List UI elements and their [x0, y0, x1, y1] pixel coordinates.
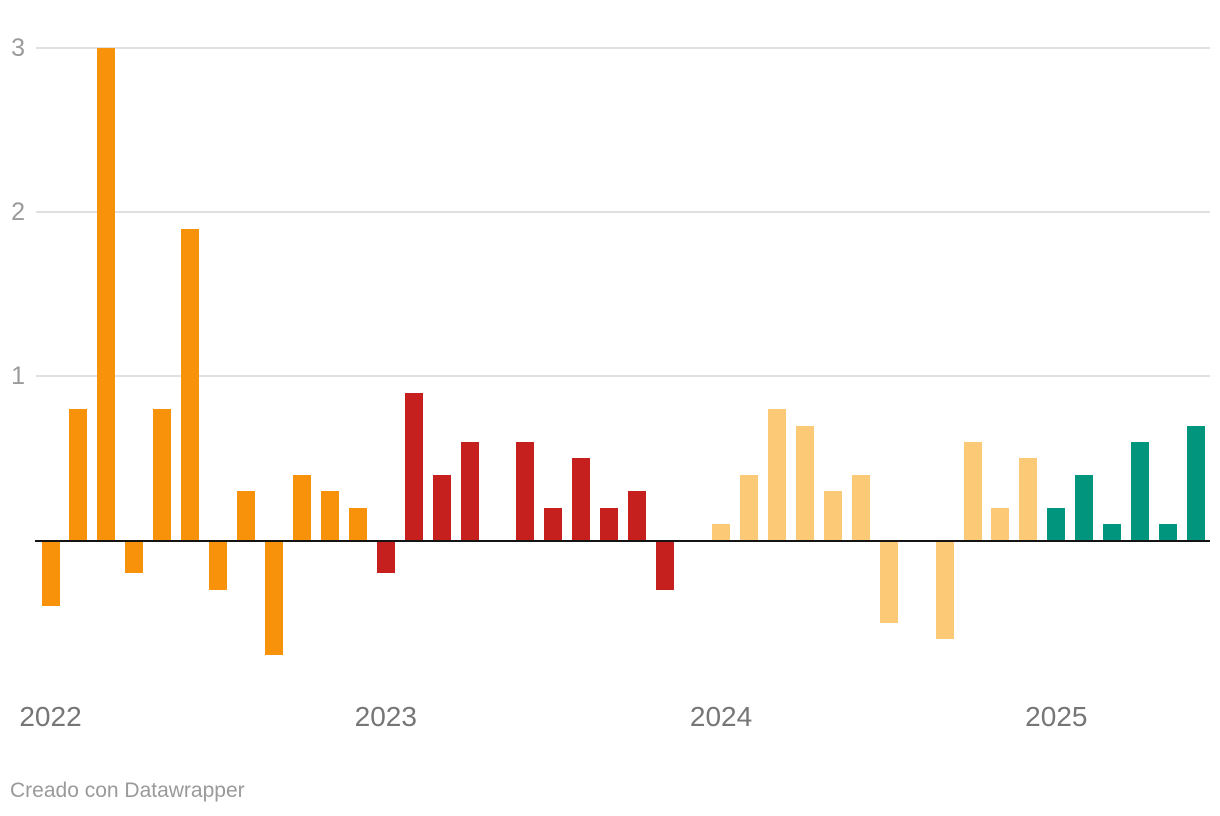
bar-2023-m9 — [600, 507, 619, 541]
datawrapper-credit-link[interactable]: Creado con Datawrapper — [10, 779, 245, 802]
bar-2024-m3 — [767, 409, 786, 541]
gridline-y-1 — [36, 375, 1210, 378]
bar-2023-m3 — [432, 474, 451, 541]
bar-2024-m1 — [712, 524, 731, 541]
bar-2023-m2 — [404, 392, 423, 541]
bar-2022-m11 — [320, 491, 339, 541]
bar-2024-m11 — [991, 507, 1010, 541]
bar-2023-m1 — [376, 540, 395, 574]
bar-2024-m12 — [1019, 458, 1038, 541]
bar-2022-m3 — [97, 47, 116, 541]
bar-2024-m5 — [823, 491, 842, 541]
bar-2022-m5 — [153, 409, 172, 541]
bar-2025-m1 — [1047, 507, 1066, 541]
bar-2025-m6 — [1187, 425, 1206, 541]
bar-2022-m7 — [209, 540, 228, 590]
x-axis-label-2024: 2024 — [689, 701, 753, 732]
x-axis-label-2023: 2023 — [354, 701, 417, 732]
bar-2024-m9 — [935, 540, 954, 640]
bar-2025-m2 — [1075, 474, 1094, 541]
bar-2022-m10 — [292, 474, 311, 541]
bar-2022-m9 — [265, 540, 284, 656]
bar-2024-m6 — [851, 474, 870, 541]
bar-2022-m8 — [237, 491, 256, 541]
x-axis-label-2022: 2022 — [19, 701, 82, 732]
bar-2022-m2 — [69, 409, 88, 541]
bar-2025-m4 — [1131, 441, 1150, 541]
bar-2023-m7 — [544, 507, 563, 541]
gridline-y-2 — [36, 211, 1210, 214]
bar-2022-m6 — [181, 228, 200, 541]
bar-2025-m5 — [1159, 524, 1178, 541]
bar-2024-m10 — [963, 441, 982, 541]
gridline-y-3 — [36, 46, 1210, 49]
y-tick-label-2: 2 — [11, 198, 25, 227]
bar-2023-m10 — [628, 491, 647, 541]
bar-2022-m1 — [41, 540, 60, 607]
bar-2023-m8 — [572, 458, 591, 541]
y-tick-label-3: 3 — [11, 33, 25, 62]
bar-2024-m4 — [795, 425, 814, 541]
bar-2022-m4 — [125, 540, 144, 574]
bar-2023-m4 — [460, 441, 479, 541]
bar-2023-m11 — [656, 540, 675, 590]
bar-2025-m3 — [1103, 524, 1122, 541]
bar-2022-m12 — [348, 507, 367, 541]
bar-2024-m7 — [879, 540, 898, 623]
bar-2023-m6 — [516, 441, 535, 541]
zero-baseline — [35, 539, 1210, 542]
y-tick-label-1: 1 — [11, 362, 25, 391]
x-axis-label-2025: 2025 — [1025, 701, 1088, 732]
bar-2024-m2 — [740, 474, 758, 541]
